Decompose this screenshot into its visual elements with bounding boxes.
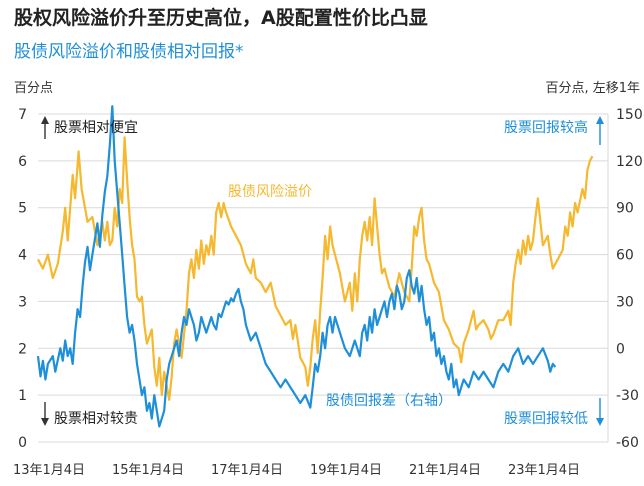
right-tick-label: 90: [616, 201, 634, 217]
right-tick-label: 150: [616, 107, 643, 123]
arrow-up-right-icon: [596, 116, 604, 145]
left-tick-label: 5: [18, 201, 27, 217]
chart-subtitle: 股债风险溢价和股债相对回报*: [14, 42, 244, 62]
annotation-bottom-left: 股票相对较贵: [54, 411, 138, 427]
series-line-erp: [37, 136, 594, 401]
x-axis-ticks: 13年1月4日 15年1月4日 17年1月4日 19年1月4日 21年1月4日 23年1月…: [13, 463, 580, 478]
right-tick-label: -60: [616, 435, 639, 451]
x-tick-label: 19年1月4日: [310, 463, 382, 478]
x-tick-label: 21年1月4日: [409, 463, 481, 478]
series-line-relative-return: [36, 105, 557, 428]
left-tick-label: 4: [18, 248, 27, 264]
left-tick-label: 1: [18, 388, 27, 404]
series-label-relative-return: 股债回报差（右轴）: [326, 393, 452, 409]
arrow-down-right-icon: [596, 398, 604, 426]
left-axis-ticks: 0 1 2 3 4 5 6 7: [18, 107, 27, 451]
arrow-up-left-icon: [41, 116, 49, 139]
chart-title: 股权风险溢价升至历史高位，A股配置性价比凸显: [14, 6, 428, 29]
x-tick-label: 17年1月4日: [211, 463, 283, 478]
right-axis-ticks: -60 -30 0 30 60 90 120 150: [616, 107, 643, 451]
right-tick-label: 30: [616, 294, 634, 310]
arrow-down-left-icon: [41, 402, 49, 426]
annotation-bottom-right: 股票回报较低: [504, 411, 588, 427]
annotation-top-right: 股票回报较高: [504, 119, 588, 136]
left-tick-label: 7: [18, 107, 27, 123]
left-tick-label: 2: [18, 341, 27, 357]
left-tick-label: 6: [18, 154, 27, 170]
series-label-erp: 股债风险溢价: [228, 184, 312, 200]
x-tick-label: 13年1月4日: [13, 463, 85, 478]
right-tick-label: 0: [616, 341, 625, 357]
right-tick-label: 60: [616, 248, 634, 264]
x-tick-label: 15年1月4日: [112, 463, 184, 478]
left-axis-unit: 百分点: [14, 81, 53, 96]
left-tick-label: 0: [18, 435, 27, 451]
x-tick-label: 23年1月4日: [508, 463, 580, 478]
right-axis-unit: 百分点, 左移1年: [545, 81, 640, 96]
annotation-top-left: 股票相对便宜: [54, 120, 138, 136]
right-tick-label: -30: [616, 388, 639, 404]
right-tick-label: 120: [616, 154, 643, 170]
left-tick-label: 3: [18, 294, 27, 310]
